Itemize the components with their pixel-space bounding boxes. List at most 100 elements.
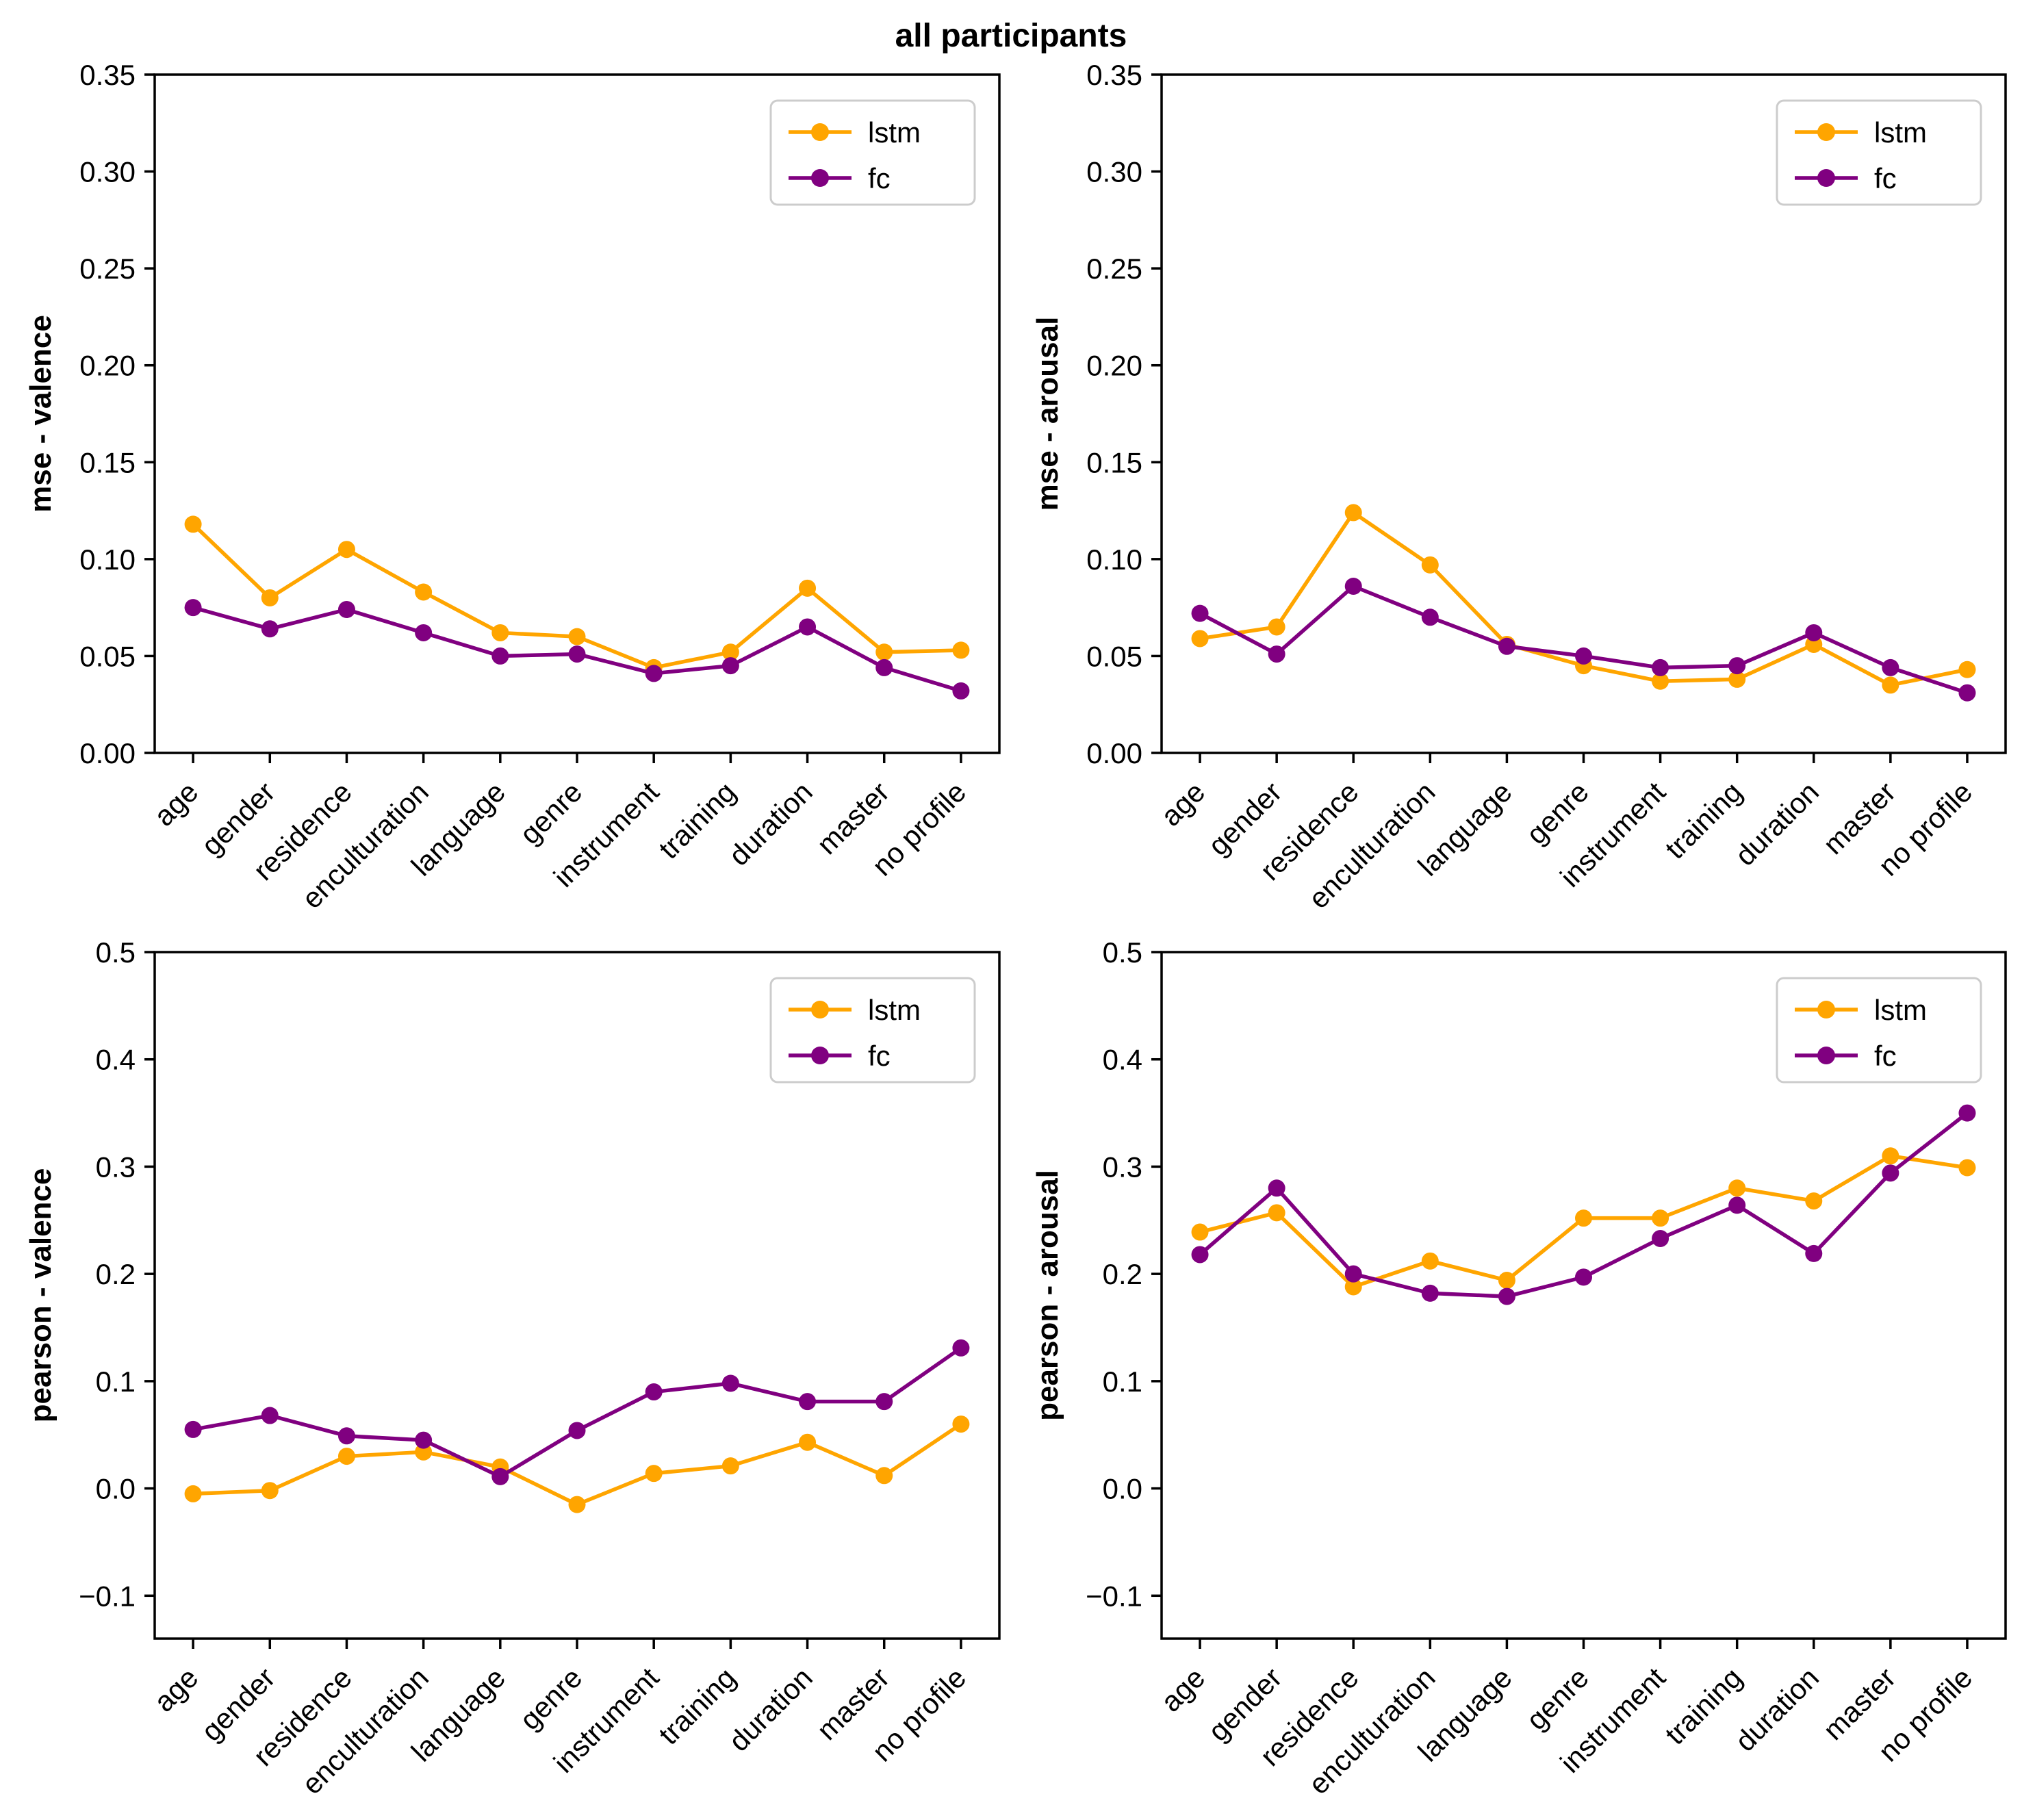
data-point-fc-6: [645, 1383, 663, 1401]
data-point-lstm-2: [337, 1448, 355, 1465]
data-point-lstm-7: [1728, 1179, 1746, 1197]
y-axis-label: pearson - valence: [24, 1168, 57, 1423]
data-point-fc-0: [184, 599, 202, 617]
data-point-lstm-3: [1421, 1252, 1439, 1270]
data-point-fc-5: [1575, 1268, 1592, 1286]
data-point-fc-6: [1652, 1229, 1669, 1247]
y-tick-label: 0.5: [1103, 936, 1142, 969]
y-axis: −0.1 0.0 0.1 0.2 0.3 0.4 0.5: [79, 936, 155, 1612]
data-point-lstm-0: [184, 1485, 202, 1502]
data-point-lstm-3: [1421, 556, 1439, 574]
legend-marker-fc: [1817, 169, 1835, 187]
legend-label-lstm: lstm: [868, 116, 921, 149]
y-tick-label: −0.1: [1086, 1580, 1142, 1612]
data-point-lstm-10: [952, 641, 970, 659]
series-fc: [1191, 1104, 1976, 1305]
data-point-fc-10: [1958, 1104, 1976, 1122]
data-point-fc-7: [1728, 1196, 1746, 1214]
data-point-fc-4: [1498, 637, 1515, 655]
data-point-lstm-2: [337, 541, 355, 559]
legend-label-fc: fc: [1874, 1040, 1897, 1072]
series-lstm: [1191, 504, 1976, 694]
data-point-lstm-10: [952, 1415, 970, 1433]
data-point-lstm-4: [1498, 1272, 1515, 1290]
y-tick-label: 0.2: [96, 1258, 136, 1290]
series-fc: [1191, 577, 1976, 702]
data-point-fc-0: [184, 1420, 202, 1438]
data-point-fc-5: [568, 1422, 586, 1439]
y-tick-label: −0.1: [79, 1580, 136, 1612]
series-lstm: [184, 515, 970, 676]
data-point-lstm-8: [799, 1433, 817, 1451]
y-axis-label: pearson - arousal: [1031, 1170, 1064, 1421]
y-tick-label: 0.4: [1103, 1044, 1142, 1076]
y-axis: 0.00 0.05 0.10 0.15 0.20 0.25 0.30 0.35: [79, 59, 155, 769]
data-point-fc-5: [1575, 647, 1592, 665]
data-point-fc-7: [1728, 657, 1746, 675]
data-point-lstm-1: [1268, 1204, 1285, 1222]
data-point-fc-2: [1344, 1265, 1362, 1283]
data-point-fc-10: [952, 1339, 970, 1357]
data-point-lstm-3: [415, 1443, 433, 1461]
data-point-fc-4: [491, 647, 509, 665]
legend: lstm fc: [769, 99, 976, 206]
legend-label-lstm: lstm: [868, 994, 921, 1026]
legend: lstm fc: [1776, 99, 1982, 206]
y-tick-label: 0.05: [1086, 640, 1142, 672]
y-tick-label: 0.0: [1103, 1473, 1142, 1505]
data-point-lstm-6: [1652, 1209, 1669, 1227]
data-point-fc-6: [1652, 658, 1669, 676]
data-point-fc-1: [1268, 1179, 1285, 1197]
legend: lstm fc: [769, 977, 976, 1084]
y-tick-label: 0.10: [1086, 543, 1142, 576]
data-point-lstm-9: [875, 643, 893, 661]
data-point-fc-5: [568, 645, 586, 663]
legend-label-fc: fc: [1874, 162, 1897, 194]
data-point-fc-7: [721, 657, 739, 675]
data-point-fc-3: [1421, 1284, 1439, 1302]
series-fc: [184, 599, 970, 700]
data-point-fc-9: [1882, 658, 1899, 676]
data-point-lstm-6: [1652, 672, 1669, 690]
y-tick-label: 0.3: [1103, 1151, 1142, 1183]
data-point-fc-9: [875, 1393, 893, 1411]
data-point-fc-1: [261, 620, 279, 638]
series-lstm: [184, 1415, 970, 1513]
legend: lstm fc: [1776, 977, 1982, 1084]
data-point-lstm-7: [721, 643, 739, 661]
data-point-lstm-1: [1268, 618, 1285, 636]
data-point-fc-4: [491, 1467, 509, 1485]
data-point-fc-2: [337, 1427, 355, 1445]
data-point-lstm-9: [875, 1467, 893, 1485]
y-tick-label: 0.20: [1086, 350, 1142, 382]
data-point-fc-4: [1498, 1287, 1515, 1305]
data-point-lstm-5: [568, 628, 586, 645]
series-lstm: [1191, 1147, 1976, 1296]
figure-title: all participants: [895, 18, 1127, 54]
data-point-lstm-3: [415, 583, 433, 601]
legend-label-fc: fc: [868, 1040, 891, 1072]
data-point-fc-1: [1268, 645, 1285, 663]
y-axis-label: mse - arousal: [1031, 317, 1064, 511]
data-point-fc-3: [415, 624, 433, 641]
y-axis-label: mse - valence: [24, 315, 57, 513]
data-point-fc-9: [1882, 1164, 1899, 1182]
legend-label-fc: fc: [868, 162, 891, 194]
data-point-lstm-8: [799, 579, 817, 597]
y-tick-label: 0.5: [96, 936, 136, 969]
data-point-lstm-2: [1344, 504, 1362, 522]
data-point-lstm-5: [568, 1496, 586, 1513]
data-point-fc-2: [337, 600, 355, 618]
y-tick-label: 0.1: [96, 1366, 136, 1398]
data-point-fc-8: [799, 1393, 817, 1411]
y-tick-label: 0.30: [79, 156, 136, 188]
data-point-lstm-0: [1191, 630, 1209, 648]
data-point-lstm-1: [261, 1482, 279, 1500]
data-point-fc-1: [261, 1407, 279, 1424]
data-point-fc-3: [415, 1431, 433, 1449]
y-tick-label: 0.4: [96, 1044, 136, 1076]
data-point-fc-10: [952, 682, 970, 700]
data-point-fc-10: [1958, 684, 1976, 702]
